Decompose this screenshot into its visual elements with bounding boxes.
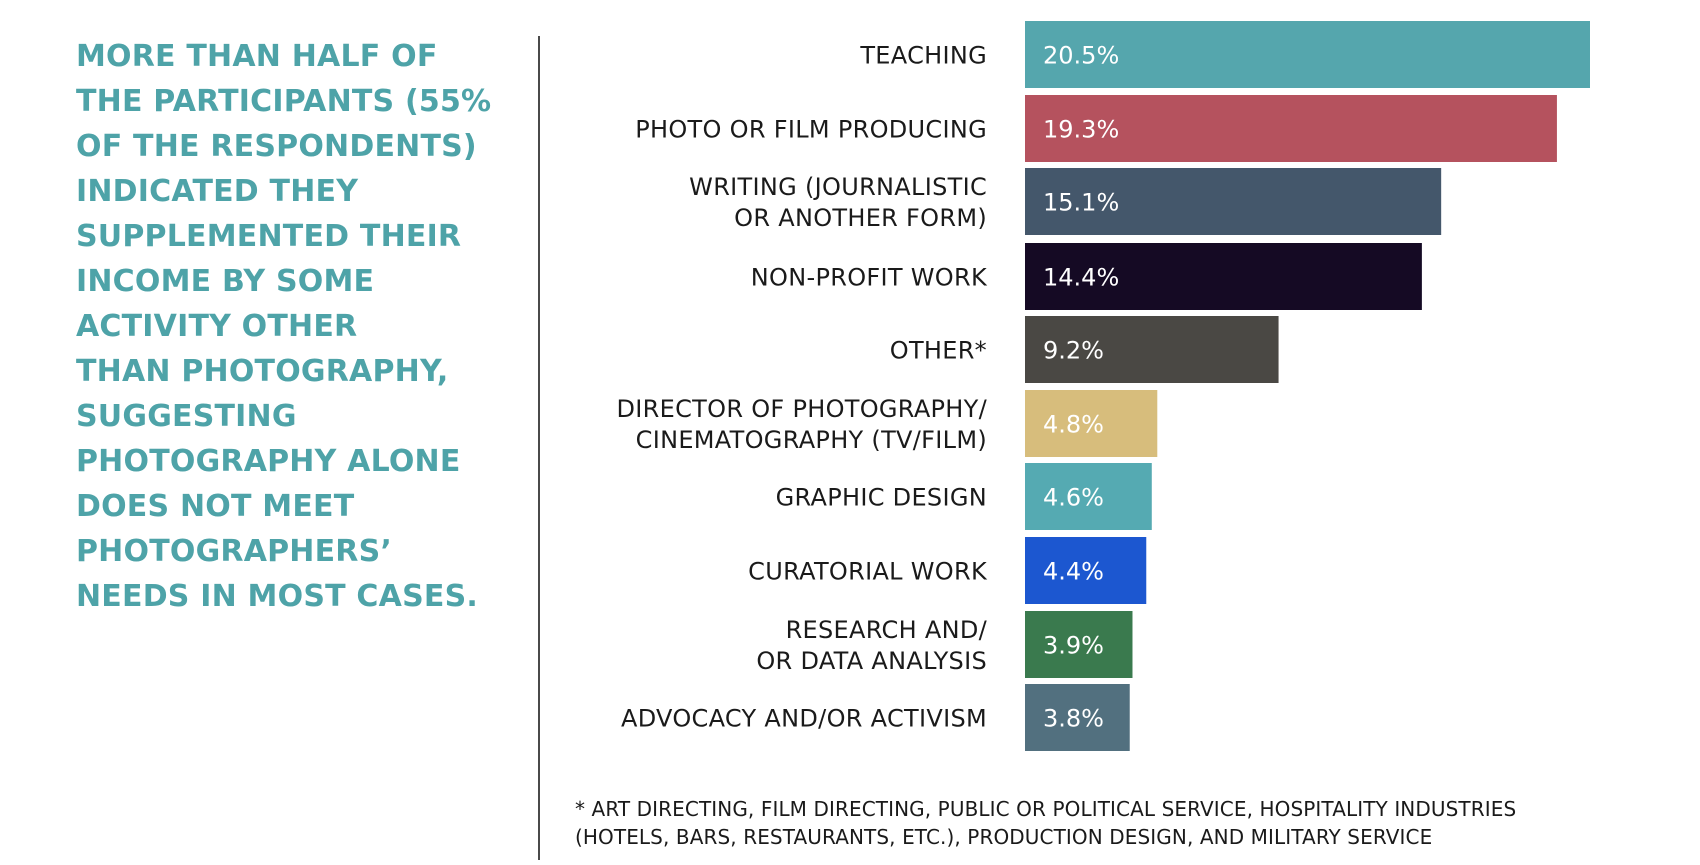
headline-line: ACTIVITY OTHER xyxy=(76,309,358,344)
bar xyxy=(1025,611,1133,678)
category-label: OR ANOTHER FORM) xyxy=(734,204,987,232)
bar xyxy=(1025,168,1442,235)
bar xyxy=(1025,684,1130,751)
headline-line: SUPPLEMENTED THEIR xyxy=(76,219,462,254)
category-label: OR DATA ANALYSIS xyxy=(756,647,987,675)
bar xyxy=(1025,390,1158,457)
headline-line: SUGGESTING xyxy=(76,399,297,434)
footnote-line: (HOTELS, BARS, RESTAURANTS, ETC.), PRODU… xyxy=(575,825,1433,849)
bar xyxy=(1025,463,1152,530)
category-label: DIRECTOR OF PHOTOGRAPHY/ xyxy=(617,395,988,423)
category-label: CINEMATOGRAPHY (TV/FILM) xyxy=(636,426,987,454)
headline-line: PHOTOGRAPHERS’ xyxy=(76,534,392,569)
bar-value-label: 15.1% xyxy=(1043,189,1119,217)
bar xyxy=(1025,21,1590,88)
headline-line: DOES NOT MEET xyxy=(76,489,355,524)
bar-value-label: 3.8% xyxy=(1043,705,1104,733)
category-label: GRAPHIC DESIGN xyxy=(776,484,987,512)
chart-footnote: * ART DIRECTING, FILM DIRECTING, PUBLIC … xyxy=(575,795,1675,851)
headline-line: THAN PHOTOGRAPHY, xyxy=(76,354,449,389)
vertical-divider xyxy=(538,36,540,860)
bar xyxy=(1025,316,1279,383)
category-label: TEACHING xyxy=(859,42,987,70)
bar-value-label: 19.3% xyxy=(1043,116,1119,144)
category-label: ADVOCACY AND/OR ACTIVISM xyxy=(621,705,987,733)
category-label: NON-PROFIT WORK xyxy=(751,264,988,292)
category-label: WRITING (JOURNALISTIC xyxy=(689,173,987,201)
bar-value-label: 4.4% xyxy=(1043,558,1104,586)
category-label: CURATORIAL WORK xyxy=(748,558,988,586)
bar xyxy=(1025,243,1422,310)
headline-line: PHOTOGRAPHY ALONE xyxy=(76,444,461,479)
bar-value-label: 4.6% xyxy=(1043,484,1104,512)
footnote-line: * ART DIRECTING, FILM DIRECTING, PUBLIC … xyxy=(575,797,1517,821)
bar xyxy=(1025,95,1557,162)
headline-line: THE PARTICIPANTS (55% xyxy=(76,84,492,119)
category-label: OTHER* xyxy=(890,337,987,365)
category-label: PHOTO OR FILM PRODUCING xyxy=(635,116,987,144)
bar-value-label: 14.4% xyxy=(1043,264,1119,292)
headline-line: MORE THAN HALF OF xyxy=(76,39,438,74)
headline-line: INCOME BY SOME xyxy=(76,264,375,299)
headline-text: MORE THAN HALF OF THE PARTICIPANTS (55% OF… xyxy=(76,34,496,619)
bar-value-label: 20.5% xyxy=(1043,42,1119,70)
headline-line: NEEDS IN MOST CASES. xyxy=(76,579,478,614)
bar-value-label: 3.9% xyxy=(1043,632,1104,660)
bar-value-label: 4.8% xyxy=(1043,411,1104,439)
bar xyxy=(1025,537,1147,604)
bar-value-label: 9.2% xyxy=(1043,337,1104,365)
category-label: RESEARCH AND/ xyxy=(786,616,988,644)
headline-line: INDICATED THEY xyxy=(76,174,359,209)
headline-line: OF THE RESPONDENTS) xyxy=(76,129,477,164)
